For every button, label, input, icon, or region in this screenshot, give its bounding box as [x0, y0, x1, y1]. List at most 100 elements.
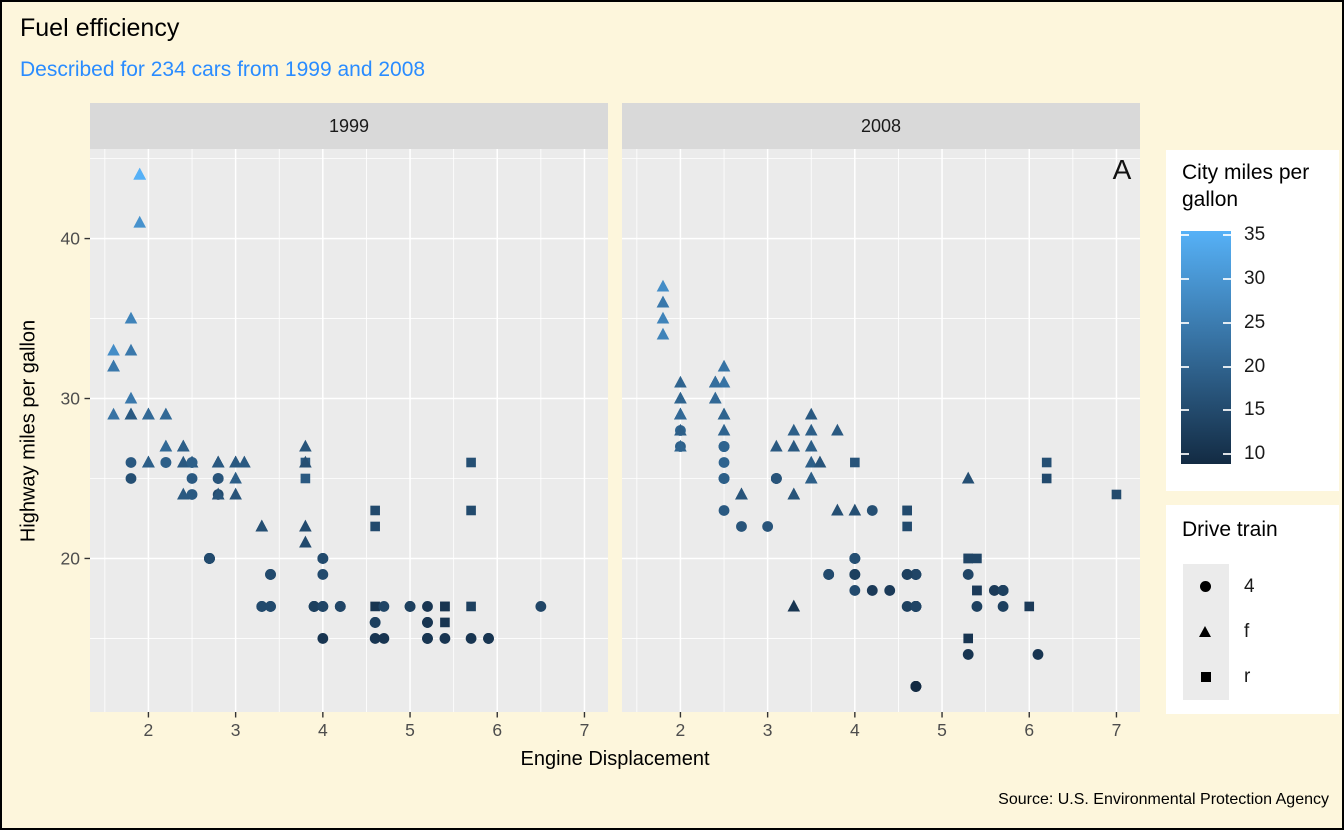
colorbar-tick-mark [1223, 452, 1231, 455]
x-tick-label: 5 [937, 720, 947, 740]
y-tick-label: 40 [61, 229, 81, 249]
data-point [804, 471, 818, 484]
x-axis-title: Engine Displacement [520, 748, 710, 770]
data-point [718, 457, 730, 468]
data-point [717, 407, 731, 420]
data-point [378, 633, 390, 644]
data-point [972, 553, 982, 564]
panel-background [90, 149, 608, 712]
data-point [299, 439, 312, 452]
data-point [813, 455, 827, 468]
data-point [256, 601, 268, 612]
data-point [124, 407, 138, 420]
data-point [884, 585, 896, 596]
data-point [483, 633, 494, 644]
data-point [124, 391, 138, 404]
x-tick-label: 4 [318, 720, 328, 740]
data-point [963, 553, 974, 564]
colorbar-tick-mark [1223, 234, 1231, 237]
data-point [255, 519, 269, 532]
data-point [124, 343, 138, 356]
data-point [902, 521, 912, 532]
x-tick-label: 3 [231, 720, 241, 740]
data-point [265, 569, 276, 580]
data-point [404, 601, 416, 612]
data-point [718, 441, 730, 452]
data-point [674, 439, 687, 452]
colorbar-tick-label: 15 [1244, 399, 1266, 421]
data-point [866, 585, 878, 596]
data-point [133, 215, 147, 228]
colorbar-tick-mark [1223, 321, 1231, 324]
colorbar-tick-label: 25 [1244, 311, 1266, 333]
data-point [849, 553, 861, 564]
data-point [159, 407, 173, 420]
colorbar-tick-label: 10 [1244, 442, 1266, 464]
caption: Source: U.S. Environmental Protection Ag… [998, 791, 1329, 808]
data-point [177, 455, 190, 468]
square-key-icon [1201, 672, 1211, 682]
data-point [334, 601, 346, 612]
data-point [656, 295, 670, 308]
data-point [902, 505, 912, 516]
data-point [787, 487, 801, 500]
data-point [804, 439, 818, 452]
data-point [831, 423, 844, 436]
shape-legend-label: r [1244, 666, 1251, 687]
panel-background [622, 149, 1140, 712]
data-point [229, 487, 242, 500]
colorbar-tick-mark [1223, 365, 1231, 368]
data-point [125, 473, 137, 484]
data-point [849, 569, 861, 580]
data-point [850, 457, 860, 468]
data-point [177, 487, 190, 500]
data-point [709, 391, 722, 404]
data-point [770, 439, 783, 452]
data-point [997, 585, 1009, 596]
circle-key-icon [1200, 581, 1211, 592]
data-point [770, 473, 782, 484]
data-point [910, 681, 922, 692]
data-point [717, 375, 731, 388]
data-point [717, 359, 731, 372]
data-point [440, 601, 450, 612]
plot-tag: A [1112, 154, 1132, 185]
data-point [823, 569, 835, 580]
data-point [910, 601, 922, 612]
data-point [370, 601, 380, 612]
data-point [370, 521, 380, 532]
data-point [466, 457, 476, 468]
data-point [465, 633, 477, 644]
data-point [1111, 489, 1122, 500]
data-point [674, 407, 687, 420]
colorbar-tick-mark [1223, 278, 1231, 281]
data-point [656, 311, 670, 324]
data-point [971, 601, 983, 612]
data-point [317, 569, 329, 580]
y-tick-label: 30 [61, 389, 81, 409]
data-point [804, 407, 818, 420]
x-tick-label: 6 [1024, 720, 1034, 740]
facet-strip: 2008 [622, 103, 1140, 149]
colorbar-legend-title: City miles per gallon [1182, 161, 1310, 211]
data-point [804, 455, 818, 468]
data-point [762, 521, 774, 532]
data-point [159, 439, 173, 452]
data-point [370, 505, 380, 516]
colorbar-tick-mark [1223, 409, 1231, 412]
data-point [125, 457, 137, 468]
data-point [787, 439, 801, 452]
data-point [901, 601, 913, 612]
colorbar-tick-mark [1181, 234, 1189, 237]
page-title: Fuel efficiency [20, 14, 180, 42]
y-axis-title: Highway miles per gallon [17, 319, 40, 543]
data-point [440, 617, 450, 628]
data-point [535, 601, 547, 612]
colorbar-tick-label: 20 [1244, 355, 1266, 377]
data-point [972, 585, 982, 596]
data-point [674, 391, 687, 404]
data-point [787, 423, 801, 436]
colorbar-tick-mark [1181, 321, 1189, 324]
